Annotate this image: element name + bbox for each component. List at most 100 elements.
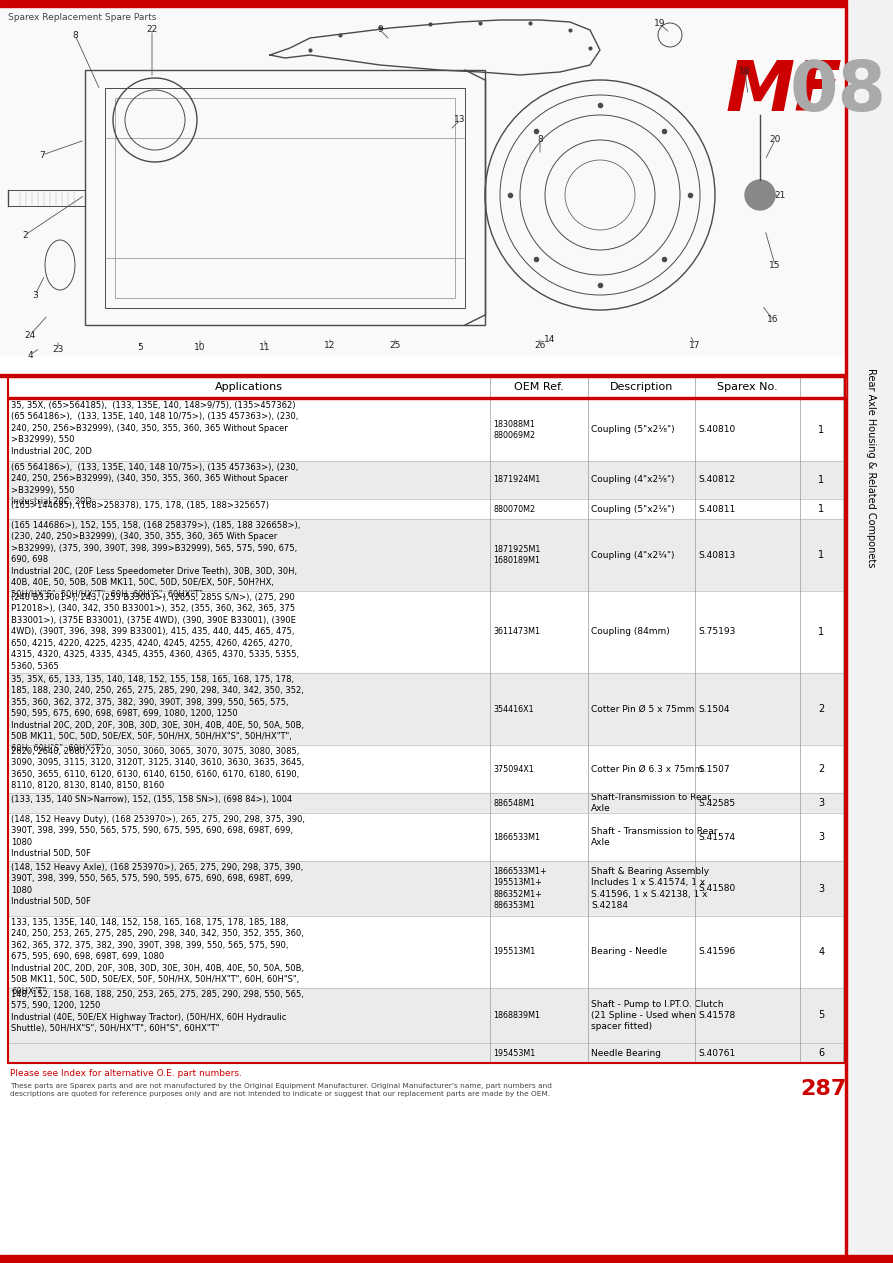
Bar — [8, 861, 845, 916]
Text: S.41580: S.41580 — [698, 884, 735, 893]
Text: 8: 8 — [537, 135, 543, 144]
Text: 2620, 2640, 2680, 2720, 3050, 3060, 3065, 3070, 3075, 3080, 3085,
3090, 3095, 31: 2620, 2640, 2680, 2720, 3050, 3060, 3065… — [11, 746, 305, 791]
Text: Applications: Applications — [215, 381, 283, 392]
Text: 26: 26 — [534, 341, 546, 350]
Text: 1866533M1: 1866533M1 — [493, 832, 540, 841]
Bar — [0, 374, 845, 376]
Text: 14: 14 — [545, 336, 555, 345]
Bar — [8, 499, 845, 519]
Text: 2: 2 — [818, 764, 824, 774]
Text: 880070M2: 880070M2 — [493, 504, 535, 514]
Text: Coupling (4"x2¹⁄₈"): Coupling (4"x2¹⁄₈") — [591, 475, 674, 485]
Text: 4: 4 — [819, 947, 824, 957]
Text: 2: 2 — [818, 703, 824, 714]
Text: 1: 1 — [819, 626, 824, 637]
Text: 21: 21 — [774, 191, 786, 200]
Bar — [8, 673, 845, 745]
Text: 24: 24 — [24, 331, 36, 340]
Text: 1871925M1
1680189M1: 1871925M1 1680189M1 — [493, 544, 540, 565]
Text: These parts are Sparex parts and are not manufactured by the Original Equipment : These parts are Sparex parts and are not… — [10, 1082, 552, 1098]
Text: Coupling (4"x2¹⁄₄"): Coupling (4"x2¹⁄₄") — [591, 551, 674, 560]
Text: S.41596: S.41596 — [698, 947, 735, 956]
Text: (133, 135, 140 SN>Narrow), 152, (155, 158 SN>), (698 84>), 1004: (133, 135, 140 SN>Narrow), 152, (155, 15… — [11, 794, 292, 805]
Text: 3: 3 — [819, 798, 824, 808]
Text: 354416X1: 354416X1 — [493, 705, 534, 714]
Text: Sparex Replacement Spare Parts: Sparex Replacement Spare Parts — [8, 13, 156, 21]
Bar — [8, 376, 845, 397]
Text: S.75193: S.75193 — [698, 628, 735, 637]
Text: S.1507: S.1507 — [698, 764, 730, 773]
Text: Cotter Pin Ø 6.3 x 75mm: Cotter Pin Ø 6.3 x 75mm — [591, 764, 703, 773]
Text: OEM Ref.: OEM Ref. — [514, 381, 564, 392]
Circle shape — [745, 181, 775, 210]
Text: 1: 1 — [819, 426, 824, 434]
Text: 12: 12 — [324, 341, 336, 350]
Bar — [8, 461, 845, 499]
Text: Sparex No.: Sparex No. — [717, 381, 778, 392]
Text: Please see Index for alternative O.E. part numbers.: Please see Index for alternative O.E. pa… — [10, 1068, 242, 1079]
Text: Shaft & Bearing Assembly
Includes 1 x S.41574, 1 x
S.41596, 1 x S.42138, 1 x
S.4: Shaft & Bearing Assembly Includes 1 x S.… — [591, 868, 709, 909]
Text: Shaft - Pump to I.PT.O. Clutch
(21 Spline - Used when
spacer fitted): Shaft - Pump to I.PT.O. Clutch (21 Splin… — [591, 1000, 723, 1031]
Text: 17: 17 — [689, 341, 701, 350]
Text: Bearing - Needle: Bearing - Needle — [591, 947, 667, 956]
Text: 375094X1: 375094X1 — [493, 764, 534, 773]
Text: 1866533M1+
195513M1+
886352M1+
886353M1: 1866533M1+ 195513M1+ 886352M1+ 886353M1 — [493, 868, 547, 909]
Text: Shaft - Transmission to Rear
Axle: Shaft - Transmission to Rear Axle — [591, 827, 717, 847]
Bar — [0, 8, 845, 355]
Text: 20: 20 — [769, 135, 780, 144]
Text: 3: 3 — [32, 290, 38, 299]
Text: 195513M1: 195513M1 — [493, 947, 535, 956]
Text: 18: 18 — [739, 67, 751, 77]
Text: 08: 08 — [790, 58, 887, 125]
Bar — [8, 519, 845, 591]
Bar — [105, 88, 465, 308]
Bar — [115, 99, 455, 298]
Text: 9: 9 — [377, 25, 383, 34]
Bar — [8, 399, 845, 461]
Text: 13: 13 — [455, 115, 466, 125]
Bar — [85, 69, 485, 325]
Text: 148, 152, 158, 168, 188, 250, 253, 265, 275, 285, 290, 298, 550, 565,
575, 590, : 148, 152, 158, 168, 188, 250, 253, 265, … — [11, 990, 304, 1033]
Bar — [8, 916, 845, 988]
Text: 3: 3 — [819, 832, 824, 842]
Text: S.40811: S.40811 — [698, 504, 735, 514]
Text: S.41574: S.41574 — [698, 832, 735, 841]
Text: 7: 7 — [39, 150, 45, 159]
Text: 1: 1 — [819, 475, 824, 485]
Text: 35, 35X, 65, 133, 135, 140, 148, 152, 155, 158, 165, 168, 175, 178,
185, 188, 23: 35, 35X, 65, 133, 135, 140, 148, 152, 15… — [11, 674, 305, 753]
Text: S.40810: S.40810 — [698, 426, 735, 434]
Text: S.40813: S.40813 — [698, 551, 735, 560]
Text: 1868839M1: 1868839M1 — [493, 1010, 540, 1021]
Text: MF: MF — [726, 58, 843, 125]
Text: 4: 4 — [27, 351, 33, 360]
Bar — [8, 1043, 845, 1063]
Text: (148, 152 Heavy Duty), (168 253970>), 265, 275, 290, 298, 375, 390,
390T, 398, 3: (148, 152 Heavy Duty), (168 253970>), 26… — [11, 815, 305, 859]
Text: 11: 11 — [259, 344, 271, 352]
Text: Shaft-Transmission to Rear
Axle: Shaft-Transmission to Rear Axle — [591, 793, 711, 813]
Text: S.41578: S.41578 — [698, 1010, 735, 1021]
Text: 8: 8 — [72, 30, 78, 39]
Text: 3: 3 — [819, 884, 824, 893]
Text: 3611473M1: 3611473M1 — [493, 628, 540, 637]
Text: 19: 19 — [655, 19, 666, 29]
Text: 5: 5 — [818, 1010, 824, 1021]
Bar — [845, 0, 893, 1263]
Text: Rear Axle Housing & Related Componets: Rear Axle Housing & Related Componets — [866, 368, 876, 567]
Text: 2: 2 — [22, 231, 28, 240]
Text: S.42585: S.42585 — [698, 798, 735, 807]
Text: 1: 1 — [819, 504, 824, 514]
Text: 23: 23 — [53, 346, 63, 355]
Text: 25: 25 — [389, 341, 401, 350]
Text: 1871924M1: 1871924M1 — [493, 475, 540, 485]
Text: 287: 287 — [800, 1079, 847, 1099]
Text: 183088M1
880069M2: 183088M1 880069M2 — [493, 421, 535, 440]
Text: (240 B33001>), 243, (253 B33001>), (265S, 285S S/N>), (275, 290
P12018>), (340, : (240 B33001>), 243, (253 B33001>), (265S… — [11, 594, 299, 671]
Text: 15: 15 — [769, 260, 780, 269]
Text: Coupling (84mm): Coupling (84mm) — [591, 628, 670, 637]
Bar — [0, 0, 845, 8]
Text: 22: 22 — [146, 25, 158, 34]
Bar — [845, 0, 847, 1263]
Text: S.1504: S.1504 — [698, 705, 730, 714]
Text: (165>144685), (168>258378), 175, 178, (185, 188>325657): (165>144685), (168>258378), 175, 178, (1… — [11, 501, 269, 510]
Text: (148, 152 Heavy Axle), (168 253970>), 265, 275, 290, 298, 375, 390,
390T, 398, 3: (148, 152 Heavy Axle), (168 253970>), 26… — [11, 863, 304, 907]
